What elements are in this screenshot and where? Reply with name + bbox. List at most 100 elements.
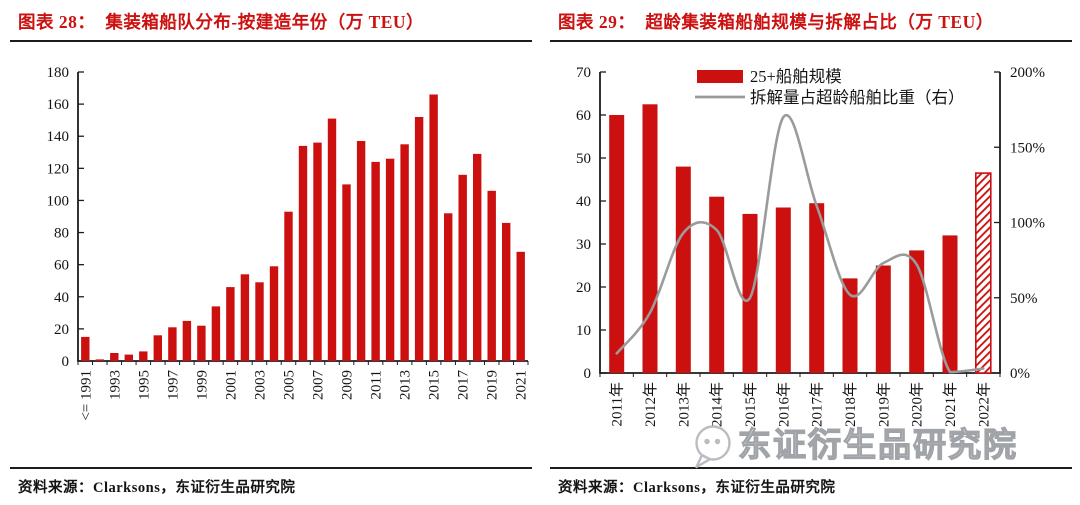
- x-tick-label: 2017: [456, 370, 472, 401]
- bar-1993: [110, 353, 119, 361]
- right-y-tick-label: 100%: [1010, 216, 1045, 232]
- bar-2009: [342, 184, 351, 361]
- bar-2018年: [842, 278, 858, 373]
- x-tick-label: 1993: [107, 370, 123, 400]
- bar-2013: [400, 144, 409, 362]
- x-tick-label: 2005: [281, 370, 297, 400]
- bar-2016: [444, 213, 453, 361]
- y-tick-label: 60: [54, 258, 69, 274]
- bar-1992: [95, 359, 104, 361]
- bar-2021: [516, 251, 525, 361]
- figure-28-panel: 图表 28： 集装箱船队分布-按建造年份（万 TEU） 0 20 40 60 80 100 1…: [10, 9, 532, 496]
- bar-2019: [487, 190, 496, 361]
- x-tick-label: 2021: [514, 370, 530, 400]
- bar-2012年: [642, 104, 658, 374]
- x-tick-label: 2018年: [842, 382, 859, 427]
- figure-28-chart: 0 20 40 60 80 100 120 140 160 180 <= 1991 1993 1995 1…: [47, 65, 530, 421]
- x-tick-label: 2003: [252, 370, 268, 400]
- bar-2014: [414, 117, 424, 361]
- bar-2004: [269, 266, 279, 361]
- bar-2018: [473, 153, 482, 361]
- x-tick-label: 2011: [369, 370, 385, 399]
- x-tick-label: 2019年: [875, 382, 892, 427]
- x-tick-label: 1997: [165, 370, 181, 401]
- right-y-tick-label: 150%: [1010, 140, 1045, 156]
- bar-1994: [124, 354, 133, 361]
- bar-1998: [182, 320, 192, 361]
- figure-29-title-underline: [550, 40, 1072, 42]
- logo-eye-left: [704, 438, 710, 445]
- bar-2014年: [709, 196, 725, 373]
- bar-2020年: [909, 250, 925, 373]
- left-y-tick-label: 40: [576, 194, 591, 210]
- bar-2011年: [609, 115, 625, 373]
- bar-2021年: [942, 235, 958, 373]
- fig28-plot: 0 20 40 60 80 100 120 140 160 180 <= 1991 1993 1995 1…: [47, 65, 530, 421]
- bar-2003: [255, 282, 264, 361]
- y-tick-label: 140: [47, 129, 70, 145]
- x-tick-label: 2013年: [675, 382, 692, 427]
- bar-2002: [240, 274, 250, 361]
- watermark-text: 东证衍生品研究院: [737, 427, 1018, 464]
- figure-29-label: 图表 29：: [558, 12, 636, 32]
- bar-1997: [168, 327, 177, 361]
- x-tick-label: 2012年: [642, 382, 659, 427]
- figure-29-source: 资料来源：Clarksons，东证衍生品研究院: [558, 480, 836, 496]
- left-y-tick-label: 70: [576, 65, 591, 81]
- bar-2017: [458, 174, 467, 361]
- legend-bar-label: 25+船舶规模: [750, 67, 842, 86]
- left-y-tick-label: 10: [576, 323, 591, 339]
- left-y-tick-label: 60: [576, 108, 591, 124]
- bar-2011: [371, 161, 380, 361]
- right-y-tick-label: 0%: [1010, 366, 1030, 382]
- fig29-axes: [599, 72, 1001, 374]
- x-tick-label: 2021年: [942, 382, 959, 427]
- x-tick-label: 2019: [485, 370, 501, 400]
- y-tick-label: 0: [62, 354, 70, 370]
- y-tick-label: 180: [47, 65, 70, 81]
- left-y-tick-label: 30: [576, 237, 591, 253]
- right-y-tick-label: 50%: [1010, 291, 1038, 307]
- x-tick-label: 1999: [194, 370, 210, 400]
- left-y-tick-label: 50: [576, 151, 591, 167]
- x-tick-label: 2011年: [609, 382, 626, 426]
- bar-2015: [429, 94, 438, 361]
- bar-2022年: [974, 172, 992, 374]
- x-tick-label: 2022年: [975, 382, 992, 427]
- bar-<= 1991: [81, 336, 90, 361]
- y-tick-label: 160: [47, 97, 70, 113]
- bar-2017年: [809, 203, 825, 373]
- x-tick-label: 2001: [223, 370, 239, 400]
- bar-2019年: [875, 265, 891, 373]
- figure-29-chart: 0 10 20 30 40 50 60 70 0% 50% 100% 150% 200% 2011年 201…: [576, 65, 1045, 427]
- y-tick-label: 100: [47, 193, 70, 209]
- bar-2007: [313, 142, 322, 361]
- x-tick-label: 2017年: [809, 382, 826, 427]
- figure-28-source: 资料来源：Clarksons，东证衍生品研究院: [18, 480, 296, 496]
- watermark: 东证衍生品研究院: [686, 420, 1018, 472]
- x-tick-label: 2015: [427, 370, 443, 400]
- bar-2006: [298, 145, 308, 361]
- bar-1996: [153, 335, 162, 361]
- bar-2016年: [775, 207, 791, 373]
- scrap-ratio-line: [615, 113, 985, 374]
- x-tick-label: 2015年: [742, 382, 759, 427]
- left-y-tick-label: 20: [576, 280, 591, 296]
- y-tick-label: 80: [54, 226, 69, 242]
- x-tick-label: 2014年: [709, 382, 726, 427]
- y-tick-label: 20: [54, 322, 69, 338]
- bar-2013年: [675, 166, 691, 373]
- figure-29-title-row: 图表 29： 超龄集装箱船舶规模与拆解占比（万 TEU）: [558, 9, 994, 34]
- legend-line-label: 拆解量占超龄船舶比重（右）: [750, 88, 965, 107]
- bar-2015年: [742, 213, 758, 373]
- figure-28-title-underline: [10, 40, 532, 42]
- figure-28-title: 集装箱船队分布-按建造年份（万 TEU）: [105, 12, 425, 32]
- bar-1999: [197, 325, 206, 361]
- x-tick-label: 2016年: [775, 382, 792, 427]
- bar-2008: [327, 118, 337, 361]
- legend-bar-swatch: [697, 70, 743, 83]
- logo-eye-right: [714, 438, 721, 445]
- figure-28-title-row: 图表 28： 集装箱船队分布-按建造年份（万 TEU）: [18, 9, 424, 34]
- figure-29-source-divider: [550, 467, 1072, 469]
